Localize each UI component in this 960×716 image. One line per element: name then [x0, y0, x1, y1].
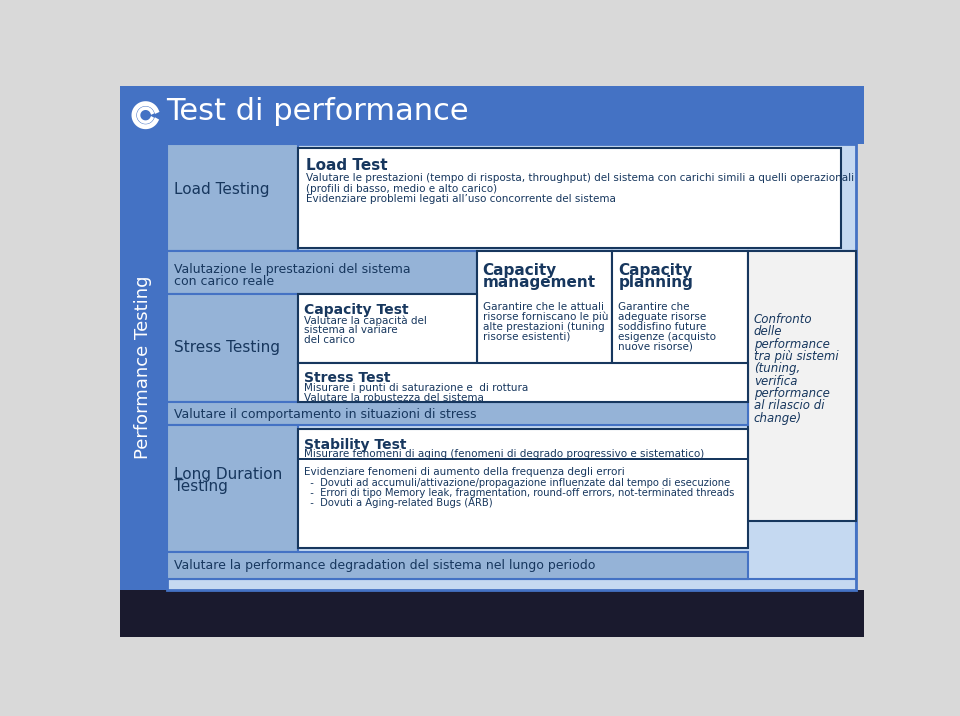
- Text: management: management: [483, 276, 596, 291]
- Bar: [120, 144, 166, 590]
- Text: Confronto: Confronto: [754, 313, 812, 326]
- Text: Load Test: Load Test: [306, 158, 388, 173]
- Text: sistema al variare: sistema al variare: [304, 325, 398, 335]
- Text: Misurare i punti di saturazione e  di rottura: Misurare i punti di saturazione e di rot…: [304, 383, 529, 393]
- Bar: [299, 363, 748, 402]
- Text: Valutare la capacità del: Valutare la capacità del: [304, 315, 427, 326]
- Text: Stress Test: Stress Test: [304, 371, 391, 384]
- Text: Stability Test: Stability Test: [304, 437, 407, 452]
- Text: Valutare la performance degradation del sistema nel lungo periodo: Valutare la performance degradation del …: [175, 559, 595, 573]
- Bar: [299, 458, 748, 460]
- Text: Garantire che le attuali: Garantire che le attuali: [483, 301, 604, 311]
- Text: al rilascio di: al rilascio di: [754, 400, 825, 412]
- Text: nuove risorse): nuove risorse): [618, 342, 693, 352]
- Bar: [166, 402, 748, 425]
- Bar: [748, 251, 856, 521]
- Bar: [299, 294, 476, 363]
- Text: Capacity Test: Capacity Test: [304, 303, 409, 317]
- Bar: [166, 251, 476, 294]
- Text: risorse forniscano le più: risorse forniscano le più: [483, 311, 609, 322]
- Bar: [476, 251, 612, 402]
- Bar: [166, 425, 856, 579]
- Text: Capacity: Capacity: [618, 263, 692, 278]
- Bar: [166, 294, 299, 402]
- Text: Valutazione le prestazioni del sistema: Valutazione le prestazioni del sistema: [175, 263, 411, 276]
- Text: Load Testing: Load Testing: [175, 182, 270, 197]
- Bar: [299, 429, 748, 548]
- Text: tra più sistemi: tra più sistemi: [754, 350, 839, 363]
- Text: Valutare le prestazioni (tempo di risposta, throughput) del sistema con carichi : Valutare le prestazioni (tempo di rispos…: [306, 173, 854, 183]
- Text: Garantire che: Garantire che: [618, 301, 690, 311]
- Text: esigenze (acquisto: esigenze (acquisto: [618, 332, 716, 342]
- Text: (tuning,: (tuning,: [754, 362, 801, 375]
- Text: -  Dovuti a Aging-related Bugs (ARB): - Dovuti a Aging-related Bugs (ARB): [304, 498, 493, 508]
- Bar: [166, 251, 856, 425]
- Text: planning: planning: [618, 276, 693, 291]
- Text: Misurare fenomeni di aging (fenomeni di degrado progressivo e sistematico): Misurare fenomeni di aging (fenomeni di …: [304, 449, 705, 458]
- Text: Testing: Testing: [175, 480, 228, 494]
- Text: Stress Testing: Stress Testing: [175, 340, 280, 355]
- Bar: [120, 86, 864, 144]
- Bar: [166, 552, 748, 579]
- Bar: [166, 144, 299, 251]
- Text: alte prestazioni (tuning: alte prestazioni (tuning: [483, 321, 605, 332]
- Bar: [299, 147, 841, 248]
- Text: Test di performance: Test di performance: [166, 97, 469, 126]
- Text: del carico: del carico: [304, 335, 355, 345]
- Text: risorse esistenti): risorse esistenti): [483, 332, 570, 342]
- Text: Long Duration: Long Duration: [175, 467, 282, 482]
- Bar: [166, 425, 299, 552]
- Text: change): change): [754, 412, 802, 425]
- Text: performance: performance: [754, 338, 829, 351]
- Text: verifica: verifica: [754, 374, 798, 387]
- Text: delle: delle: [754, 325, 782, 339]
- Text: Performance Testing: Performance Testing: [134, 275, 153, 459]
- Text: adeguate risorse: adeguate risorse: [618, 311, 707, 321]
- Text: Valutare la robustezza del sistema: Valutare la robustezza del sistema: [304, 393, 485, 403]
- Text: (profili di basso, medio e alto carico): (profili di basso, medio e alto carico): [306, 184, 497, 194]
- Text: performance: performance: [754, 387, 829, 400]
- Text: -  Errori di tipo Memory leak, fragmentation, round-off errors, not-terminated t: - Errori di tipo Memory leak, fragmentat…: [304, 488, 734, 498]
- Text: -  Dovuti ad accumuli/attivazione/propagazione influenzate dal tempo di esecuzio: - Dovuti ad accumuli/attivazione/propaga…: [304, 478, 731, 488]
- Text: soddisfino future: soddisfino future: [618, 321, 707, 332]
- Bar: [120, 590, 864, 637]
- Text: Evidenziare fenomeni di aumento della frequenza degli errori: Evidenziare fenomeni di aumento della fr…: [304, 467, 625, 477]
- Text: Capacity: Capacity: [483, 263, 557, 278]
- Text: Evidenziare problemi legati all’uso concorrente del sistema: Evidenziare problemi legati all’uso conc…: [306, 195, 616, 205]
- Text: Valutare il comportamento in situazioni di stress: Valutare il comportamento in situazioni …: [175, 408, 477, 421]
- Text: con carico reale: con carico reale: [175, 274, 275, 288]
- Bar: [612, 251, 748, 402]
- Bar: [166, 144, 856, 590]
